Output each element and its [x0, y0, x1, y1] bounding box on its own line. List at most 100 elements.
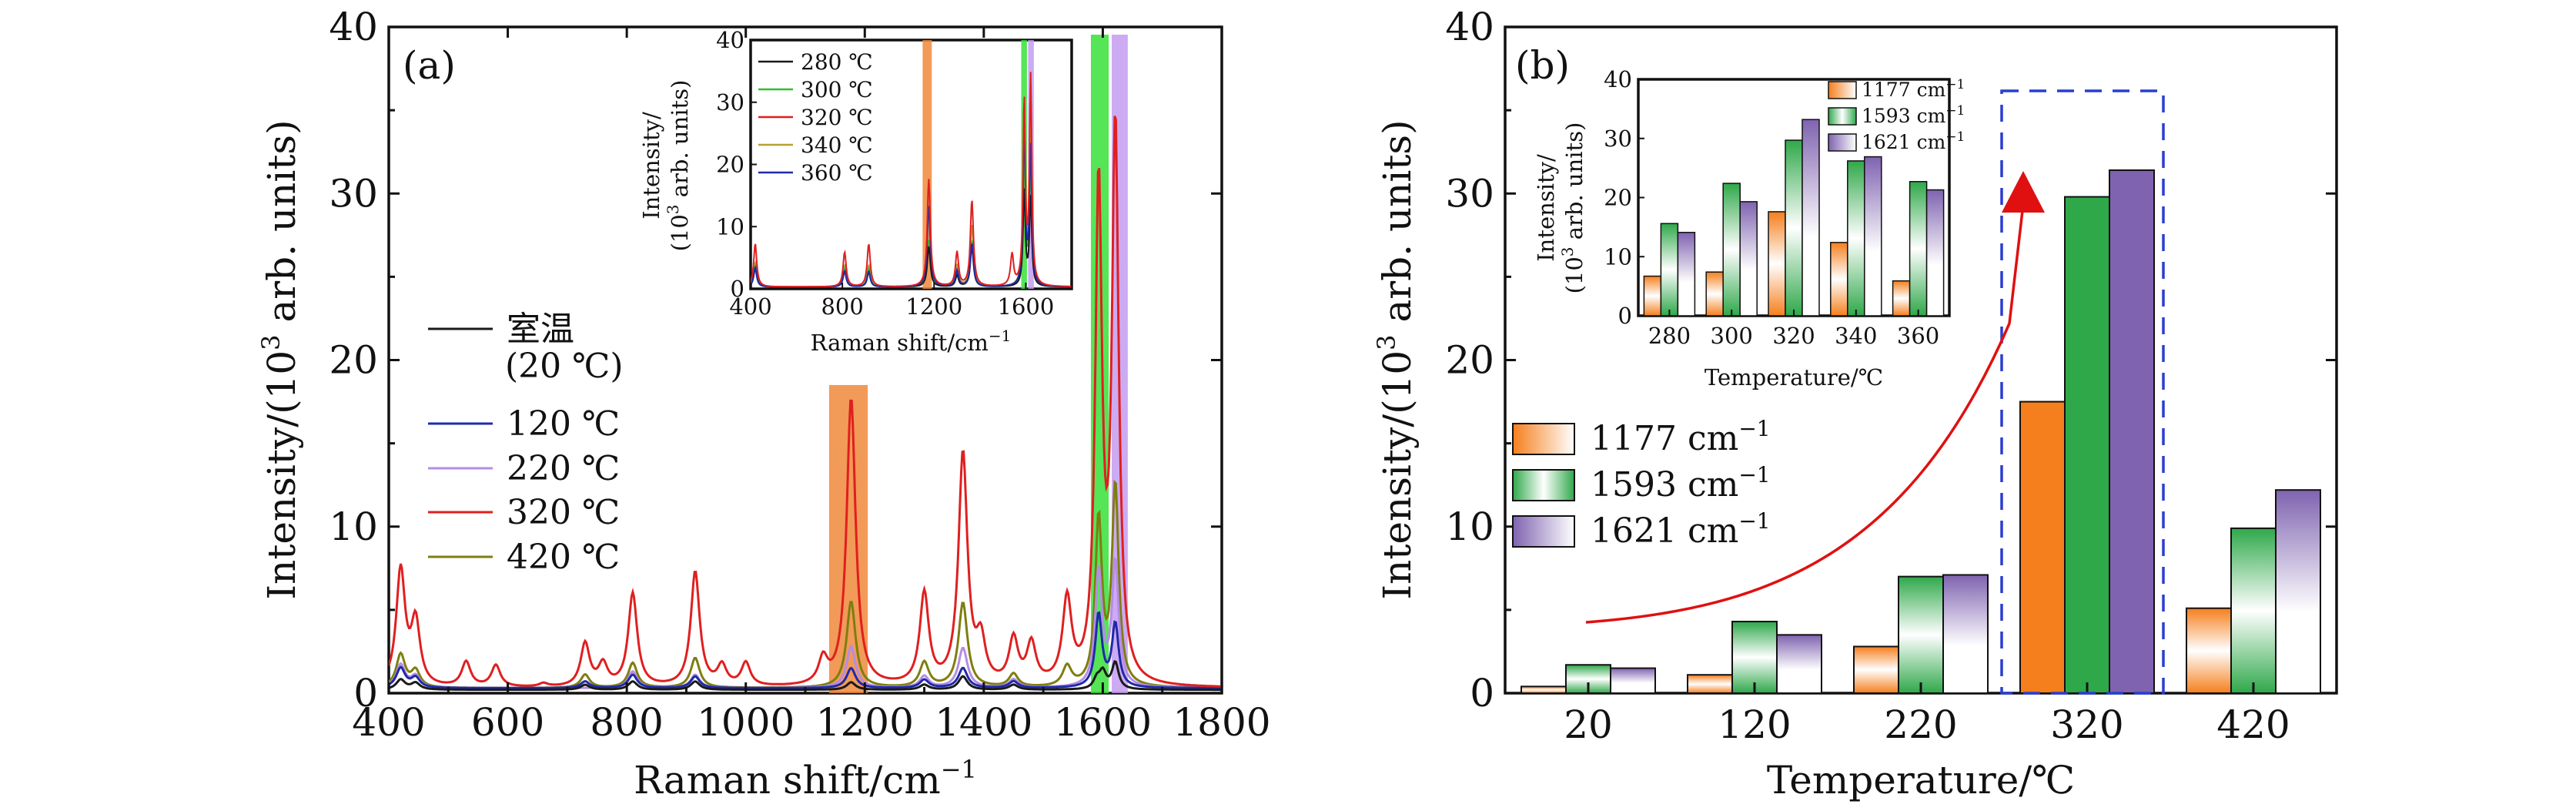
inset-x-tick-label: 800	[821, 293, 863, 320]
panel-b-inset-ticks: 280 300 320 340 360 0 10 20 30 40	[1604, 66, 1939, 349]
panel-a-x-axis-label: Raman shift/cm−1	[634, 755, 977, 803]
inset-y-tick-label: 10	[716, 213, 744, 240]
inset-legend-label-1593: 1593 cm−1	[1862, 103, 1965, 127]
bar-120-s0	[1687, 674, 1733, 695]
trend-arrow	[1585, 203, 2025, 624]
bi-x-tick-label: 300	[1711, 323, 1753, 349]
y-tick-label: 0	[353, 671, 378, 715]
legend-label-1621: 1621 cm−1	[1591, 508, 1771, 551]
b-x-tick-label: 220	[1884, 702, 1957, 747]
panel-b-inset-y-label-1: Intensity/	[1533, 154, 1559, 262]
b-y-tick-label: 30	[1445, 171, 1494, 216]
inset-x-tick-label: 1600	[998, 293, 1055, 320]
bar-220-s1	[1898, 575, 1944, 694]
legend-label-320: 320 ℃	[507, 493, 620, 532]
bi-y-tick-label: 30	[1604, 126, 1632, 152]
inset-legend-swatch-1177	[1828, 81, 1857, 99]
legend-label-1593: 1593 cm−1	[1591, 462, 1771, 504]
panel-b: 20 120 220 320 420 0 10 20 30 40 (b) Temperature/…	[1372, 5, 2338, 803]
inset-y-tick-label: 40	[716, 27, 744, 53]
inset-legend-label: 300 ℃	[801, 77, 873, 102]
inset-series-line-2	[751, 72, 1072, 288]
panel-b-bars	[1521, 169, 2321, 695]
x-tick-label: 1000	[697, 700, 795, 745]
inset-x-tick-label: 1200	[905, 293, 962, 320]
inset-y-tick-label: 0	[731, 276, 744, 302]
b-y-tick-label: 20	[1445, 338, 1494, 383]
panel-b-label: (b)	[1515, 43, 1570, 88]
bar-340-s0	[1830, 242, 1848, 317]
x-tick-label: 800	[590, 700, 663, 745]
inset-band-0	[922, 40, 932, 289]
inset-legend-swatch-1593	[1828, 107, 1857, 126]
legend-swatch-1177	[1512, 423, 1575, 455]
bar-300-s1	[1722, 183, 1741, 317]
panel-b-inset-x-label: Temperature/℃	[1705, 364, 1883, 390]
bar-420-s2	[2275, 489, 2321, 694]
inset-y-tick-label: 30	[716, 89, 744, 116]
bar-320-s0	[1768, 211, 1786, 317]
legend-label-220: 220 ℃	[507, 449, 620, 488]
bar-320-s2	[2109, 169, 2155, 695]
series-line-3	[389, 116, 1222, 688]
bar-220-s0	[1853, 645, 1899, 695]
panel-a-inset-y-label-1: Intensity/	[638, 112, 664, 220]
panel-a-inset-x-label: Raman shift/cm−1	[811, 327, 1012, 356]
panel-a-inset-plot-area	[749, 39, 1073, 290]
legend-swatch-1593	[1512, 469, 1575, 501]
x-tick-label: 1200	[816, 700, 914, 745]
bar-280-s2	[1677, 232, 1696, 317]
bar-280-s1	[1660, 223, 1679, 317]
y-tick-label: 10	[329, 504, 378, 549]
x-tick-label: 400	[352, 700, 425, 745]
x-tick-label: 1400	[935, 700, 1032, 745]
bar-420-s0	[2186, 607, 2232, 695]
y-tick-label: 20	[329, 338, 378, 383]
bar-320-s1	[1785, 139, 1803, 317]
bar-360-s0	[1892, 280, 1911, 317]
highlight-band-1	[1090, 35, 1109, 693]
inset-legend-label: 320 ℃	[801, 105, 873, 130]
panel-a-inset-lines	[751, 72, 1072, 288]
inset-x-tick-label: 400	[729, 293, 771, 320]
panel-b-ticks: 20 120 220 320 420 0 10 20 30 40	[1445, 5, 2337, 747]
b-x-tick-label: 20	[1564, 702, 1613, 747]
bi-y-tick-label: 40	[1604, 66, 1632, 92]
y-tick-label: 40	[329, 5, 378, 49]
highlight-dashed-box	[2000, 89, 2165, 695]
inset-y-tick-label: 20	[716, 152, 744, 178]
panel-a-inset-y-label-2: (103 arb. units)	[664, 80, 693, 252]
legend-label-rt-sub: (20 ℃)	[505, 347, 624, 386]
x-tick-label: 1600	[1054, 700, 1152, 745]
bar-320-s0	[2019, 400, 2066, 694]
bi-y-tick-label: 0	[1618, 303, 1632, 329]
bi-x-tick-label: 320	[1772, 323, 1815, 349]
panel-a-inset-ticks: 400 800 1200 1600 0 10 20 30 40	[716, 27, 1054, 320]
y-tick-label: 30	[329, 171, 378, 216]
trend-arrow-head	[2002, 171, 2045, 213]
b-x-tick-label: 420	[2216, 702, 2290, 747]
inset-legend-swatch-1621	[1828, 133, 1857, 152]
b-y-tick-label: 40	[1445, 5, 1494, 49]
legend-label-1177: 1177 cm−1	[1591, 416, 1771, 458]
panel-a-y-axis-label: Intensity/(103 arb. units)	[256, 119, 304, 599]
bar-120-s2	[1776, 634, 1822, 694]
x-tick-label: 1800	[1173, 700, 1270, 745]
bar-280-s0	[1643, 275, 1662, 317]
panel-b-legend: 1177 cm−1 1593 cm−1 1621 cm−1	[1512, 416, 1771, 551]
inset-legend-label: 360 ℃	[801, 160, 873, 186]
b-y-tick-label: 0	[1470, 671, 1494, 715]
bar-340-s1	[1847, 160, 1865, 317]
legend-label-rt: 室温	[507, 310, 574, 349]
bi-y-tick-label: 10	[1604, 243, 1632, 270]
legend-label-120: 120 ℃	[507, 404, 620, 444]
inset-legend-label-1621: 1621 cm−1	[1862, 129, 1965, 153]
legend-label-420: 420 ℃	[507, 538, 620, 577]
inset-legend-label-1177: 1177 cm−1	[1862, 77, 1965, 101]
panel-b-inset-legend: 1177 cm−1 1593 cm−1 1621 cm−1	[1828, 77, 1965, 153]
bar-360-s1	[1909, 181, 1928, 317]
